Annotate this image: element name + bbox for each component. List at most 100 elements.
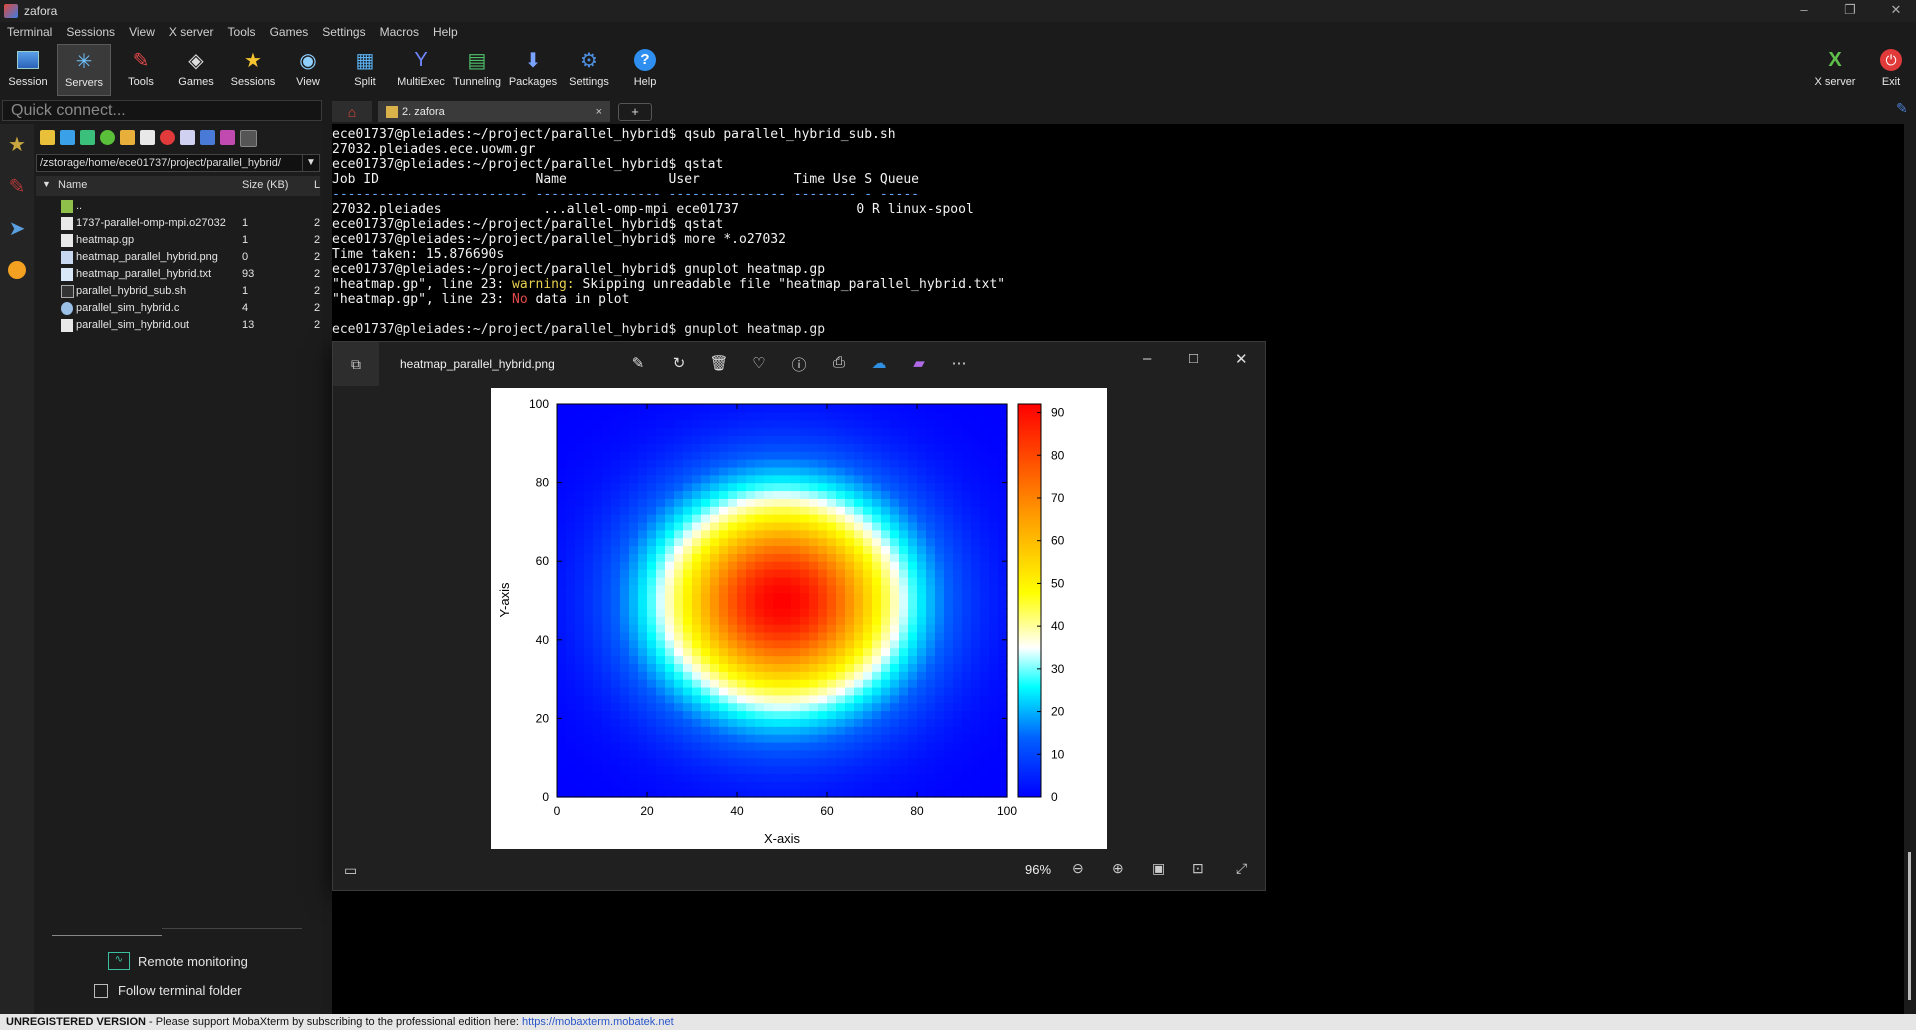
tools-tab-icon[interactable]: ✎	[8, 175, 26, 198]
heatmap-cell	[719, 592, 729, 602]
file-row[interactable]: parallel_hybrid_sub.sh 1 2	[36, 283, 320, 300]
tunneling-button[interactable]: ▤ Tunneling	[453, 49, 501, 89]
home-tab[interactable]: ⌂	[332, 101, 372, 122]
help-button[interactable]: ? Help	[618, 44, 672, 96]
menu-help[interactable]: Help	[432, 25, 458, 39]
multiexec-button[interactable]: Y MultiExec	[397, 48, 445, 89]
edit-icon[interactable]: ✎	[631, 355, 645, 372]
new-tab-button[interactable]: +	[618, 103, 652, 121]
refresh-icon[interactable]	[100, 130, 115, 145]
file-row[interactable]: heatmap_parallel_hybrid.txt 93 2	[36, 266, 320, 283]
menu-view[interactable]: View	[129, 25, 155, 39]
tools-button[interactable]: ✎ Tools	[128, 49, 154, 89]
follow-terminal-checkbox[interactable]	[94, 983, 108, 998]
file-row[interactable]: parallel_sim_hybrid.out 13 2	[36, 317, 320, 334]
onedrive-icon[interactable]: ☁	[871, 355, 887, 372]
session-button[interactable]: Session	[1, 44, 55, 96]
heatmap-cell	[926, 773, 936, 782]
upload-icon[interactable]	[80, 130, 95, 145]
menu-terminal[interactable]: Terminal	[7, 25, 53, 39]
heatmap-cell	[890, 553, 900, 562]
clipchamp-icon[interactable]: ▰	[913, 355, 925, 372]
heatmap-cell	[809, 781, 819, 790]
file-row[interactable]: 1737-parallel-omp-mpi.o27032 1 2	[36, 215, 320, 232]
remote-monitoring-button[interactable]: ∿ Remote monitoring	[108, 950, 248, 972]
restore-button[interactable]: ❐	[1844, 2, 1856, 17]
terminal-icon[interactable]	[240, 130, 257, 147]
close-button[interactable]: ✕	[1890, 2, 1902, 17]
heatmap-cell	[674, 734, 684, 743]
viewer-close-icon[interactable]: ✕	[1235, 351, 1248, 368]
heatmap-cell	[728, 694, 738, 704]
heatmap-cell	[638, 726, 648, 735]
trash-icon[interactable]: 🗑	[709, 355, 729, 372]
menu-x-server[interactable]: X server	[168, 25, 214, 39]
panel-splitter[interactable]	[52, 935, 162, 936]
paperclip-icon[interactable]: ✎	[1896, 100, 1908, 116]
download-icon[interactable]	[60, 130, 75, 145]
viewer-maximize-icon[interactable]: □	[1189, 350, 1199, 367]
chevron-down-icon[interactable]: ▼	[302, 155, 319, 171]
packages-button[interactable]: ⬇ Packages	[508, 49, 558, 89]
new-folder-icon[interactable]	[120, 130, 135, 145]
exit-button[interactable]: ⏻ Exit	[1864, 44, 1916, 96]
sftp-tab-send-icon[interactable]: ➤	[8, 217, 26, 240]
delete-icon[interactable]	[160, 130, 175, 145]
fit-window-icon[interactable]: ▣	[1152, 860, 1166, 876]
actual-size-icon[interactable]: ⊡	[1192, 860, 1204, 876]
multiexec-icon: Y	[414, 48, 428, 71]
follow-terminal-folder[interactable]: Follow terminal folder	[94, 983, 242, 998]
menu-macros[interactable]: Macros	[379, 25, 419, 39]
close-tab-icon[interactable]: ×	[595, 105, 602, 118]
minimize-button[interactable]: –	[1800, 2, 1808, 17]
rename-icon[interactable]	[180, 130, 195, 145]
print-icon[interactable]: ⎙	[832, 354, 845, 371]
rotate-icon[interactable]: ↻	[672, 355, 686, 372]
parent-folder-icon[interactable]	[40, 130, 55, 145]
file-row[interactable]: ..	[36, 198, 320, 215]
tab-zafora[interactable]: 2. zafora ×	[378, 101, 610, 122]
quick-connect-input[interactable]: Quick connect...	[2, 100, 322, 121]
menu-settings[interactable]: Settings	[322, 25, 366, 39]
viewer-minimize-icon[interactable]: –	[1143, 350, 1152, 367]
heatmap-cell	[854, 466, 864, 476]
mobaxterm-link[interactable]: https://mobaxterm.mobatek.net	[522, 1016, 674, 1028]
macros-tab-icon[interactable]	[2, 252, 32, 288]
heatmap-cell	[953, 671, 963, 680]
more-icon[interactable]: ⋯	[951, 355, 967, 372]
filmstrip-icon[interactable]: ▭	[344, 862, 358, 878]
view-toggle-icon[interactable]	[200, 130, 215, 145]
sessions-tab-star-icon[interactable]: ★	[8, 133, 26, 156]
new-file-icon[interactable]	[140, 130, 155, 145]
games-button[interactable]: ◈ Games	[178, 49, 214, 89]
heatmap-cell	[881, 451, 891, 460]
split-button[interactable]: ▦ Split	[354, 49, 376, 89]
heart-icon[interactable]: ♡	[752, 355, 766, 372]
menu-games[interactable]: Games	[269, 25, 309, 39]
column-last[interactable]: L	[314, 179, 321, 191]
fullscreen-icon[interactable]: ⤢	[1236, 860, 1248, 876]
heatmap-cell	[737, 576, 747, 586]
gallery-icon[interactable]: ⧉	[333, 342, 379, 386]
column-size[interactable]: Size (KB)	[242, 179, 289, 191]
file-row[interactable]: heatmap.gp 1 2	[36, 232, 320, 249]
info-icon[interactable]: ⓘ	[791, 357, 807, 374]
file-row[interactable]: parallel_sim_hybrid.c 4 2	[36, 300, 320, 317]
zoom-out-icon[interactable]: ⊖	[1072, 860, 1084, 876]
terminal-scrollbar[interactable]	[1908, 852, 1911, 1000]
menu-tools[interactable]: Tools	[227, 25, 256, 39]
settings-icon[interactable]	[220, 130, 235, 145]
zoom-in-icon[interactable]: ⊕	[1112, 860, 1124, 876]
heatmap-cell	[647, 435, 657, 444]
file-row[interactable]: heatmap_parallel_hybrid.png 0 2	[36, 249, 320, 266]
heatmap-cell	[611, 718, 621, 727]
view-button[interactable]: ◉ View	[296, 49, 320, 89]
remote-path-field[interactable]: /zstorage/home/ece01737/project/parallel…	[36, 154, 320, 172]
menu-sessions[interactable]: Sessions	[66, 25, 116, 39]
column-name[interactable]: Name	[58, 179, 88, 191]
settings-button[interactable]: ⚙ Settings	[569, 49, 609, 89]
heatmap-cell	[809, 435, 819, 444]
servers-button[interactable]: ✳ Servers	[57, 44, 111, 96]
sessions-button[interactable]: ★ Sessions	[230, 49, 276, 89]
